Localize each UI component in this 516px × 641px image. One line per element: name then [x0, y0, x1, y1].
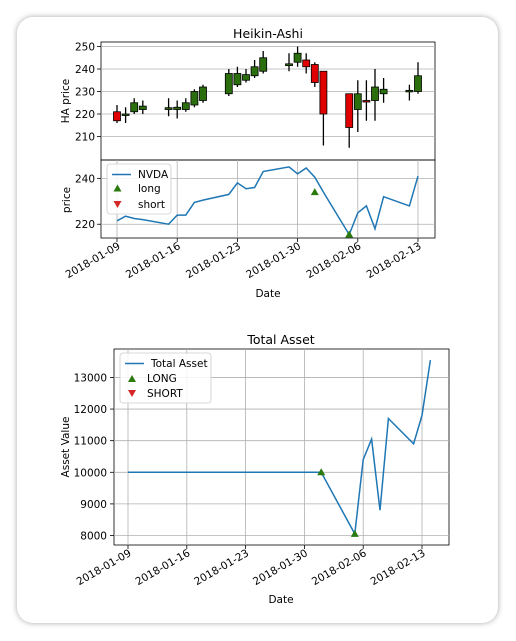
asset-title: Total Asset: [246, 332, 314, 347]
price-legend: NVDA long short: [106, 163, 172, 215]
asset-xticks: 2018-01-09 2018-01-16 2018-01-23 2018-01-30…: [75, 545, 428, 588]
ha-candle: [302, 59, 311, 68]
long-signal-marker: [310, 188, 319, 196]
ha-candle: [199, 86, 207, 101]
price-plot-frame: [100, 159, 436, 239]
ha-ylabel: HA price: [60, 79, 72, 124]
price-xtick-label: 2018-01-16: [124, 240, 183, 281]
ha-yticks: 210 220 230 240 250: [75, 42, 101, 144]
legend-short-label: SHORT: [147, 388, 183, 400]
price-xticks: 2018-01-09 2018-01-16 2018-01-23 2018-01-30…: [64, 238, 424, 281]
ha-candle: [113, 111, 121, 122]
legend-long-marker: [128, 375, 136, 382]
ha-ytick-label: 230: [75, 87, 95, 99]
ha-candle: [130, 102, 139, 113]
asset-xtick-label: 2018-01-30: [251, 547, 310, 588]
legend-short-label: short: [138, 199, 165, 211]
asset-xlabel: Date: [268, 594, 293, 606]
price-yticks: 220 240: [75, 173, 101, 231]
ha-candle: [379, 88, 388, 95]
ha-candle: [345, 93, 354, 128]
legend-short-marker: [113, 201, 122, 208]
ha-ytick-label: 220: [75, 109, 95, 121]
ha-candle: [121, 113, 130, 116]
ha-candle: [224, 73, 233, 95]
legend-short-marker: [128, 390, 136, 397]
ha-candle: [259, 57, 268, 72]
price-series: [116, 166, 419, 238]
ha-ytick-label: 210: [75, 132, 95, 144]
asset-xtick-label: 2018-01-09: [75, 547, 134, 588]
ha-candle: [233, 73, 242, 86]
asset-xtick-label: 2018-02-13: [369, 547, 428, 588]
ha-candle: [164, 107, 173, 110]
ha-ytick-label: 240: [75, 64, 95, 76]
ha-candle: [371, 86, 379, 101]
asset-ytick-label: 12000: [74, 404, 107, 416]
ha-candle: [310, 64, 319, 83]
asset-xtick-label: 2018-01-16: [133, 547, 192, 588]
legend-long-label: LONG: [147, 373, 177, 385]
ha-ytick-label: 250: [75, 42, 95, 54]
legend-nvda-label: NVDA: [138, 169, 169, 181]
asset-legend: Total Asset LONG SHORT: [119, 352, 212, 404]
ha-candle: [353, 93, 362, 110]
heikin-ashi-panel: 210 220 230 240 250 Heikin-Ashi HA price: [60, 26, 436, 161]
ha-candle: [250, 66, 259, 77]
ha-candles: [113, 46, 422, 148]
asset-ytick-label: 9000: [80, 499, 107, 511]
ha-candle: [405, 89, 414, 93]
price-xlabel: Date: [255, 288, 280, 300]
legend-long-label: long: [138, 183, 161, 195]
ha-candle: [138, 105, 147, 110]
ha-candle: [319, 70, 328, 115]
nvda-line: [116, 166, 419, 237]
asset-ylabel: Asset Value: [60, 417, 72, 478]
price-xtick-label: 2018-02-06: [304, 240, 363, 281]
long-signal-marker: [317, 468, 326, 476]
asset-ytick-label: 13000: [74, 372, 107, 384]
long-signal-marker: [350, 529, 359, 537]
price-xtick-label: 2018-01-30: [244, 240, 303, 281]
price-xtick-label: 2018-02-13: [365, 240, 424, 281]
legend-long-marker: [113, 184, 122, 192]
asset-xtick-label: 2018-01-23: [192, 547, 251, 588]
price-xtick-label: 2018-01-09: [64, 240, 123, 281]
total-asset-line: [128, 359, 432, 537]
ha-candle: [362, 100, 371, 103]
asset-legend-box: [119, 352, 212, 404]
legend-total-asset-label: Total Asset: [150, 358, 208, 370]
ha-title: Heikin-Ashi: [233, 26, 303, 41]
asset-ytick-label: 11000: [74, 436, 107, 448]
ha-candle: [285, 63, 293, 67]
price-legend-box: [106, 163, 172, 215]
ha-plot-frame: [100, 41, 436, 161]
price-ylabel: price: [61, 187, 73, 213]
long-signal-marker: [345, 230, 354, 238]
ha-grid: [101, 46, 435, 137]
asset-series: [128, 359, 432, 537]
price-xtick-label: 2018-01-23: [184, 240, 243, 281]
ha-candle: [414, 75, 422, 92]
price-ytick-label: 240: [75, 173, 95, 185]
ha-candle: [293, 52, 302, 63]
asset-yticks: 8000 9000 10000 11000 12000 13000: [74, 372, 114, 543]
ha-candle: [181, 102, 190, 110]
ha-candle: [190, 91, 199, 106]
ha-candle: [173, 106, 182, 110]
ha-candle: [242, 74, 250, 81]
asset-ytick-label: 8000: [80, 531, 107, 543]
asset-xtick-label: 2018-02-06: [310, 547, 369, 588]
asset-ytick-label: 10000: [74, 467, 107, 479]
price-ytick-label: 220: [75, 219, 95, 231]
